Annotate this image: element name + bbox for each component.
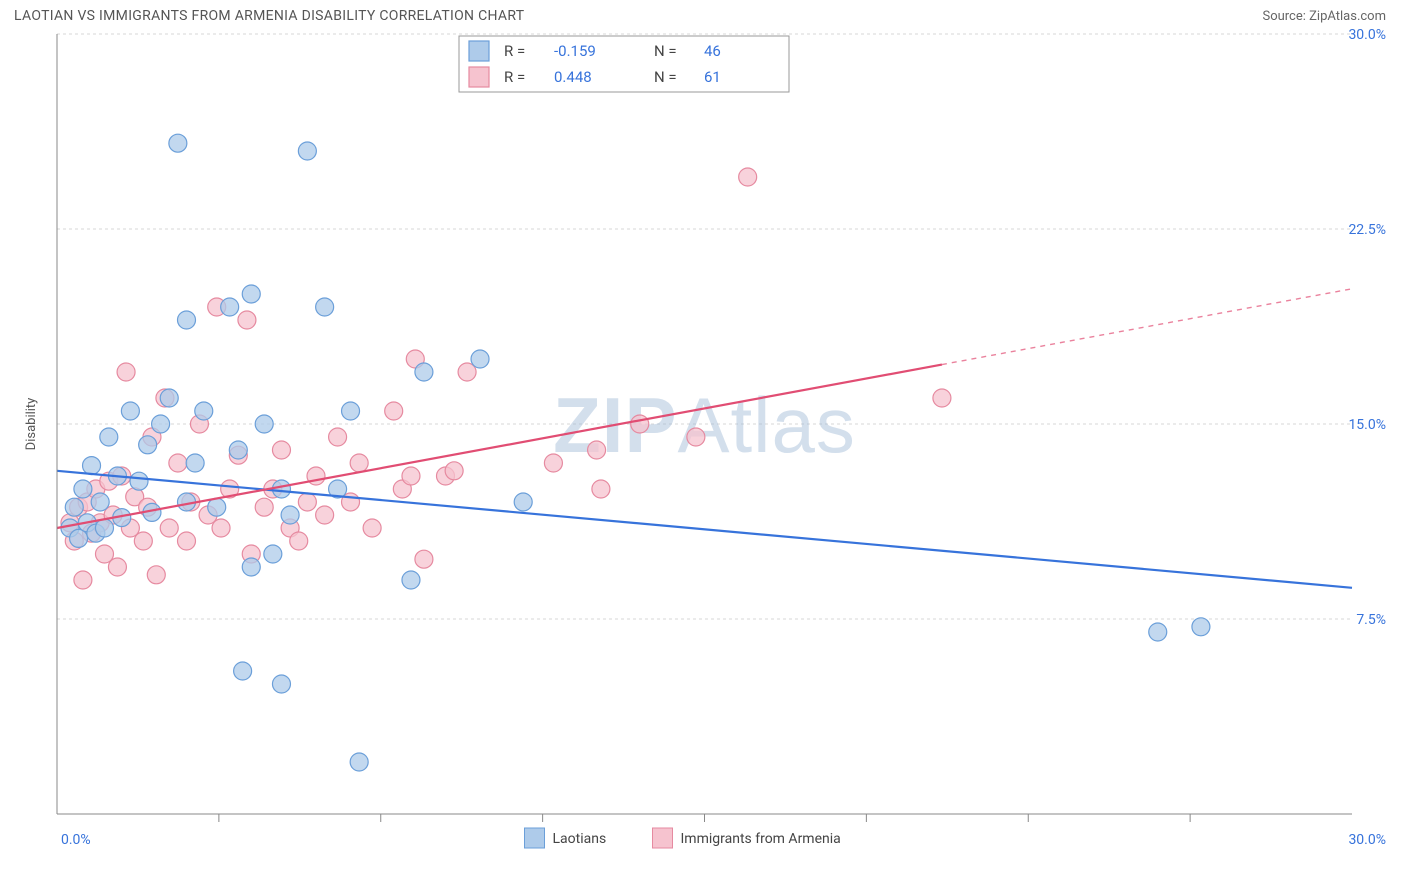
y-tick-label: 30.0% — [1348, 28, 1386, 43]
data-point — [290, 532, 308, 550]
trend-line-extrapolated — [942, 289, 1352, 365]
data-point — [83, 457, 101, 475]
data-point — [152, 415, 170, 433]
data-point — [471, 350, 489, 368]
data-point — [212, 519, 230, 537]
data-point — [178, 311, 196, 329]
data-point — [1149, 623, 1167, 641]
y-tick-label: 15.0% — [1348, 417, 1386, 433]
data-point — [178, 532, 196, 550]
data-point — [298, 142, 316, 160]
data-point — [933, 389, 951, 407]
legend-swatch — [525, 828, 545, 848]
data-point — [342, 402, 360, 420]
data-point — [169, 134, 187, 152]
x-min-label: 0.0% — [61, 832, 91, 848]
data-point — [221, 298, 239, 316]
y-tick-label: 7.5% — [1356, 612, 1386, 628]
source-name: ZipAtlas.com — [1309, 9, 1386, 24]
stats-n-value: 46 — [704, 42, 721, 60]
data-point — [402, 571, 420, 589]
data-point — [385, 402, 403, 420]
data-point — [272, 441, 290, 459]
chart-svg: 7.5%15.0%22.5%30.0%ZIPAtlasDisability0.0… — [14, 28, 1392, 858]
data-point — [160, 389, 178, 407]
stats-n-value: 61 — [704, 68, 721, 86]
scatter-chart: 7.5%15.0%22.5%30.0%ZIPAtlasDisability0.0… — [14, 28, 1392, 858]
data-point — [121, 402, 139, 420]
data-point — [74, 480, 92, 498]
data-point — [272, 480, 290, 498]
data-point — [169, 454, 187, 472]
data-point — [255, 498, 273, 516]
data-point — [316, 506, 334, 524]
data-point — [139, 436, 157, 454]
stats-swatch — [469, 67, 489, 87]
data-point — [588, 441, 606, 459]
data-point — [100, 428, 118, 446]
data-point — [402, 467, 420, 485]
data-point — [281, 506, 299, 524]
data-point — [514, 493, 532, 511]
data-point — [65, 498, 83, 516]
data-point — [1192, 618, 1210, 636]
data-point — [687, 428, 705, 446]
data-point — [415, 363, 433, 381]
chart-title: LAOTIAN VS IMMIGRANTS FROM ARMENIA DISAB… — [14, 8, 524, 24]
data-point — [298, 493, 316, 511]
data-point — [147, 566, 165, 584]
source-attribution: Source: ZipAtlas.com — [1262, 9, 1386, 24]
data-point — [592, 480, 610, 498]
y-axis-label: Disability — [24, 398, 39, 451]
data-point — [264, 545, 282, 563]
data-point — [130, 472, 148, 490]
data-point — [108, 558, 126, 576]
data-point — [255, 415, 273, 433]
data-point — [631, 415, 649, 433]
stats-r-value: -0.159 — [554, 42, 596, 60]
data-point — [195, 402, 213, 420]
data-point — [238, 311, 256, 329]
chart-header: LAOTIAN VS IMMIGRANTS FROM ARMENIA DISAB… — [0, 0, 1406, 28]
data-point — [74, 571, 92, 589]
data-point — [160, 519, 178, 537]
legend-swatch — [653, 828, 673, 848]
stats-swatch — [469, 41, 489, 61]
legend-label: Immigrants from Armenia — [681, 831, 841, 847]
data-point — [242, 285, 260, 303]
source-prefix: Source: — [1262, 9, 1309, 24]
stats-r-label: R = — [504, 68, 525, 86]
data-point — [186, 454, 204, 472]
data-point — [350, 753, 368, 771]
data-point — [415, 550, 433, 568]
x-max-label: 30.0% — [1348, 832, 1386, 848]
data-point — [208, 498, 226, 516]
data-point — [229, 441, 247, 459]
stats-r-label: R = — [504, 42, 525, 60]
data-point — [117, 363, 135, 381]
data-point — [445, 462, 463, 480]
data-point — [134, 532, 152, 550]
data-point — [91, 493, 109, 511]
data-point — [242, 558, 260, 576]
data-point — [272, 675, 290, 693]
data-point — [316, 298, 334, 316]
data-point — [544, 454, 562, 472]
y-tick-label: 22.5% — [1348, 222, 1386, 238]
data-point — [739, 168, 757, 186]
stats-n-label: N = — [654, 68, 677, 86]
stats-n-label: N = — [654, 42, 677, 60]
legend-label: Laotians — [553, 831, 607, 847]
data-point — [363, 519, 381, 537]
data-point — [95, 519, 113, 537]
data-point — [350, 454, 368, 472]
stats-r-value: 0.448 — [554, 68, 592, 86]
data-point — [234, 662, 252, 680]
data-point — [329, 428, 347, 446]
